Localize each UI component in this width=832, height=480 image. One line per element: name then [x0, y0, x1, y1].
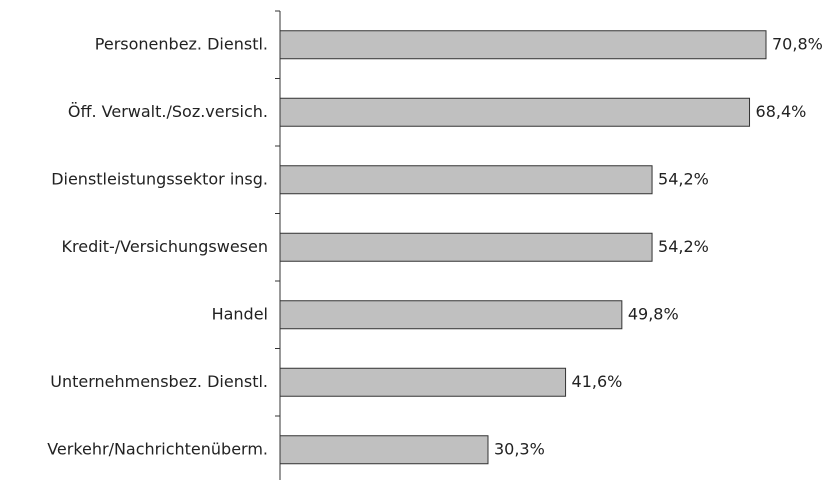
category-label: Unternehmensbez. Dienstl. [50, 372, 268, 391]
value-label: 70,8% [772, 34, 823, 53]
value-label: 54,2% [658, 169, 709, 188]
category-label: Personenbez. Dienstl. [95, 34, 268, 53]
category-label: Öff. Verwalt./Soz.versich. [68, 102, 268, 121]
bar [279, 97, 751, 127]
category-label: Verkehr/Nachrichtenüberm. [47, 439, 268, 458]
value-label: 30,3% [494, 439, 545, 458]
bar [279, 165, 653, 195]
category-label: Dienstleistungssektor insg. [51, 169, 268, 188]
bar [279, 232, 653, 262]
value-label: 41,6% [572, 372, 623, 391]
value-label: 54,2% [658, 237, 709, 256]
bar [279, 435, 489, 465]
bar [279, 30, 767, 60]
value-label: 68,4% [756, 102, 807, 121]
category-label: Handel [212, 304, 268, 323]
value-label: 49,8% [628, 304, 679, 323]
category-label: Kredit-/Versichungswesen [62, 237, 268, 256]
bar [279, 300, 623, 330]
bar [279, 367, 567, 397]
